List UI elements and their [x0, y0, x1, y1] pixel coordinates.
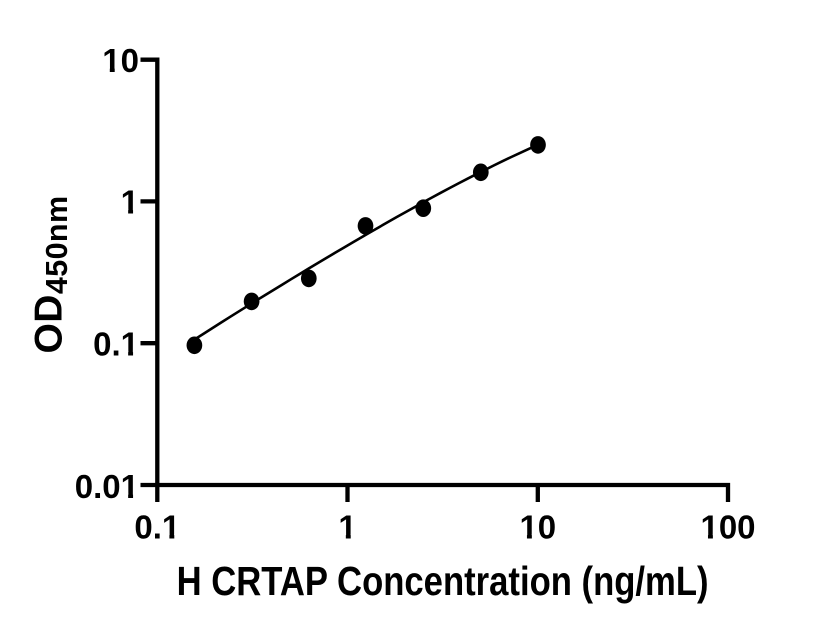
svg-text:0.1: 0.1: [134, 509, 180, 546]
svg-text:H CRTAP Concentration (ng/mL): H CRTAP Concentration (ng/mL): [177, 558, 709, 604]
svg-text:0.1: 0.1: [93, 326, 139, 363]
svg-text:100: 100: [700, 509, 755, 546]
svg-text:0.01: 0.01: [75, 468, 139, 505]
svg-text:OD450nm: OD450nm: [28, 196, 75, 354]
